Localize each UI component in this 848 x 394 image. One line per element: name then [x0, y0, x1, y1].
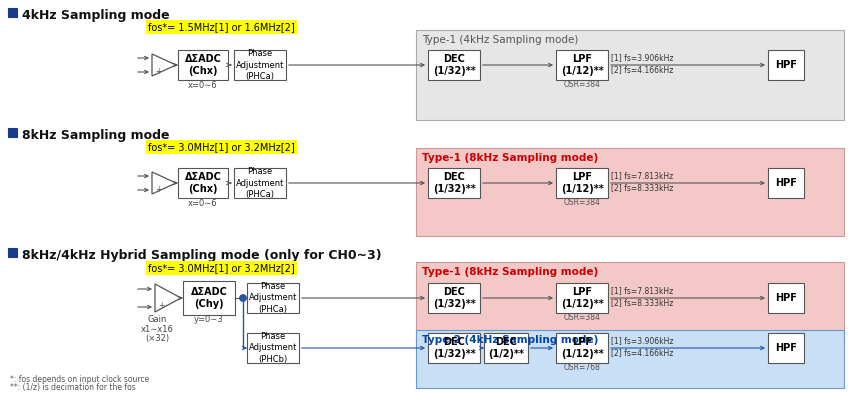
Text: LPF
(1/12)**: LPF (1/12)**	[561, 54, 604, 76]
Text: x=0∼6: x=0∼6	[188, 80, 218, 89]
Text: Phase
Adjustment
(PHCb): Phase Adjustment (PHCb)	[248, 333, 297, 364]
Bar	[247, 333, 299, 363]
Text: [1] fs=7.813kHz: [1] fs=7.813kHz	[611, 286, 673, 296]
Text: DEC
(1/32)**: DEC (1/32)**	[432, 287, 476, 309]
Bar	[416, 30, 844, 120]
Text: fos*= 3.0MHz[1] or 3.2MHz[2]: fos*= 3.0MHz[1] or 3.2MHz[2]	[148, 142, 295, 152]
Bar	[428, 168, 480, 198]
Text: 8kHz/4kHz Hybrid Sampling mode (only for CH0∼3): 8kHz/4kHz Hybrid Sampling mode (only for…	[22, 249, 382, 262]
Bar	[428, 50, 480, 80]
Bar	[234, 50, 286, 80]
Text: HPF: HPF	[775, 343, 797, 353]
Text: Type-2 (4kHz Sampling mode): Type-2 (4kHz Sampling mode)	[422, 335, 599, 345]
Bar	[768, 168, 804, 198]
Bar	[234, 168, 286, 198]
Circle shape	[240, 295, 246, 301]
Text: OSR=768: OSR=768	[564, 362, 600, 372]
Text: [1] fs=7.813kHz: [1] fs=7.813kHz	[611, 171, 673, 180]
Text: [1] fs=3.906kHz: [1] fs=3.906kHz	[611, 336, 673, 346]
Bar	[183, 281, 235, 315]
Text: ΔΣADC
(Chx): ΔΣADC (Chx)	[185, 54, 221, 76]
Bar	[247, 283, 299, 313]
Bar	[416, 148, 844, 236]
Text: LPF
(1/12)**: LPF (1/12)**	[561, 172, 604, 194]
Bar	[484, 333, 528, 363]
Text: DEC
(1/32)**: DEC (1/32)**	[432, 337, 476, 359]
Text: fos*= 1.5MHz[1] or 1.6MHz[2]: fos*= 1.5MHz[1] or 1.6MHz[2]	[148, 22, 295, 32]
Bar	[428, 333, 480, 363]
Bar	[8, 248, 17, 257]
Text: Type-1 (4kHz Sampling mode): Type-1 (4kHz Sampling mode)	[422, 35, 578, 45]
Text: fos*= 3.0MHz[1] or 3.2MHz[2]: fos*= 3.0MHz[1] or 3.2MHz[2]	[148, 263, 295, 273]
Bar	[768, 50, 804, 80]
Text: [2] fs=4.166kHz: [2] fs=4.166kHz	[611, 349, 673, 357]
Text: Phase
Adjustment
(PHCa): Phase Adjustment (PHCa)	[236, 49, 284, 81]
Text: HPF: HPF	[775, 178, 797, 188]
Bar	[178, 50, 228, 80]
Text: HPF: HPF	[775, 293, 797, 303]
Text: [2] fs=4.166kHz: [2] fs=4.166kHz	[611, 65, 673, 74]
Bar	[768, 283, 804, 313]
Text: LPF
(1/12)**: LPF (1/12)**	[561, 287, 604, 309]
Bar	[428, 283, 480, 313]
Text: DEC
(1/2)**: DEC (1/2)**	[488, 337, 524, 359]
Text: OSR=384: OSR=384	[564, 80, 600, 89]
Text: 8kHz Sampling mode: 8kHz Sampling mode	[22, 129, 170, 142]
Text: HPF: HPF	[775, 60, 797, 70]
Bar	[556, 333, 608, 363]
Text: +: +	[155, 67, 161, 76]
Text: x1∼x16: x1∼x16	[141, 325, 174, 333]
Bar	[8, 8, 17, 17]
Text: OSR=384: OSR=384	[564, 197, 600, 206]
Text: y=0∼3: y=0∼3	[194, 316, 224, 325]
Text: ΔΣADC
(Chy): ΔΣADC (Chy)	[191, 287, 227, 309]
Text: [2] fs=8.333kHz: [2] fs=8.333kHz	[611, 299, 673, 307]
Text: +: +	[155, 184, 161, 193]
Bar	[416, 330, 844, 388]
Text: [2] fs=8.333kHz: [2] fs=8.333kHz	[611, 184, 673, 193]
Text: x=0∼6: x=0∼6	[188, 199, 218, 208]
Text: Type-1 (8kHz Sampling mode): Type-1 (8kHz Sampling mode)	[422, 153, 598, 163]
Text: Type-1 (8kHz Sampling mode): Type-1 (8kHz Sampling mode)	[422, 267, 598, 277]
Text: Gain: Gain	[148, 316, 167, 325]
Text: DEC
(1/32)**: DEC (1/32)**	[432, 54, 476, 76]
Text: +: +	[158, 301, 165, 310]
Text: DEC
(1/32)**: DEC (1/32)**	[432, 172, 476, 194]
Text: **: (1/z) is decimation for the fos: **: (1/z) is decimation for the fos	[10, 383, 136, 392]
Bar	[178, 168, 228, 198]
Bar	[556, 168, 608, 198]
Bar	[8, 128, 17, 137]
Text: (×32): (×32)	[145, 333, 169, 342]
Bar	[556, 283, 608, 313]
Text: Phase
Adjustment
(PHCa): Phase Adjustment (PHCa)	[236, 167, 284, 199]
Bar	[416, 262, 844, 344]
Text: Phase
Adjustment
(PHCa): Phase Adjustment (PHCa)	[248, 282, 297, 314]
Text: [1] fs=3.906kHz: [1] fs=3.906kHz	[611, 54, 673, 63]
Text: *: fos depends on input clock source: *: fos depends on input clock source	[10, 375, 149, 384]
Bar	[768, 333, 804, 363]
Text: ΔΣADC
(Chx): ΔΣADC (Chx)	[185, 172, 221, 194]
Bar	[556, 50, 608, 80]
Text: LPF
(1/12)**: LPF (1/12)**	[561, 337, 604, 359]
Text: 4kHz Sampling mode: 4kHz Sampling mode	[22, 9, 170, 22]
Text: OSR=384: OSR=384	[564, 312, 600, 322]
